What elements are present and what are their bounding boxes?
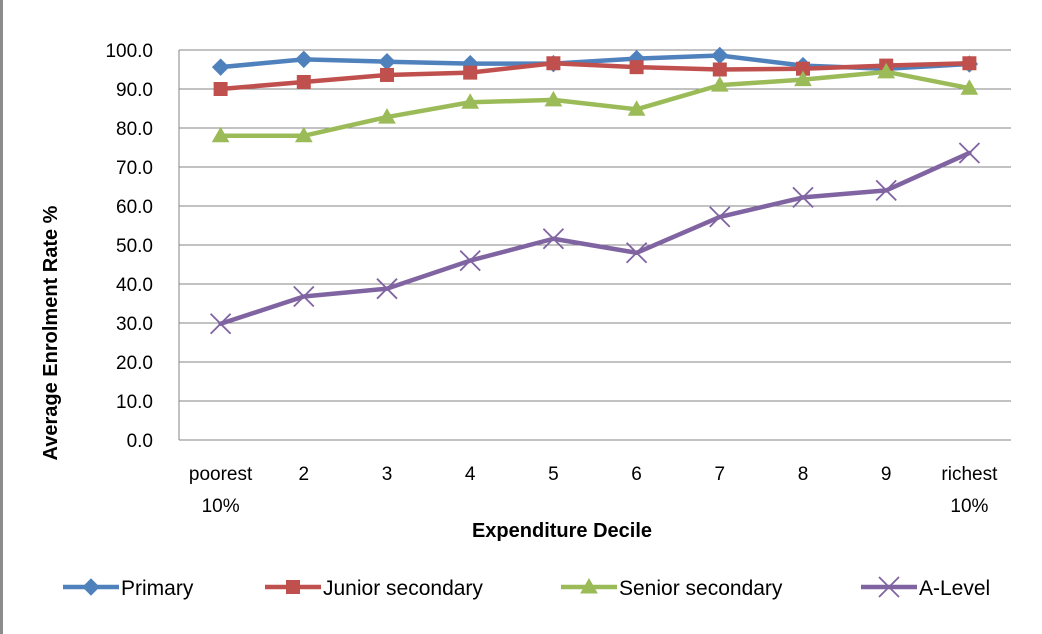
data-point — [546, 56, 561, 71]
data-point — [958, 142, 981, 164]
y-tick-label: 20.0 — [116, 353, 153, 374]
y-tick-label: 100.0 — [105, 41, 153, 62]
y-tick-label: 10.0 — [116, 392, 153, 413]
y-axis-title: Average Enrolment Rate % — [40, 205, 62, 460]
x-tick-label: 2 — [299, 464, 310, 485]
x-tick-label: 4 — [465, 464, 476, 485]
x-tick-label: 10% — [950, 496, 988, 517]
x-tick-label: 8 — [798, 464, 809, 485]
series-line — [218, 69, 972, 139]
data-point — [378, 52, 396, 71]
data-point — [461, 93, 480, 109]
series-line — [218, 150, 972, 327]
x-tick-label: poorest — [189, 464, 253, 485]
data-point — [378, 108, 396, 124]
legend-label: Primary — [121, 577, 194, 600]
data-point — [380, 67, 394, 82]
y-tick-label: 40.0 — [116, 275, 153, 296]
data-point — [962, 56, 977, 71]
x-tick-label: richest — [941, 464, 998, 485]
data-point — [459, 249, 481, 272]
legend-item: Junior secondary — [265, 577, 483, 600]
y-tick-label: 30.0 — [116, 314, 153, 335]
data-point — [294, 126, 313, 143]
data-point — [792, 186, 814, 209]
series-junior-secondary — [213, 56, 977, 96]
legend-label: A-Level — [919, 577, 990, 600]
data-point — [295, 50, 313, 69]
data-point — [627, 100, 646, 116]
data-point — [211, 58, 230, 76]
y-tick-label: 50.0 — [116, 236, 153, 257]
data-point — [82, 578, 100, 596]
line-chart: 0.0 10.0 20.0 30.0 40.0 50.0 60.0 70.0 80.0 90.0 1… — [40, 41, 1011, 600]
legend-item: Senior secondary — [561, 577, 783, 600]
series-group — [209, 46, 981, 335]
y-tick-label: 80.0 — [116, 119, 153, 140]
x-tick-label: 10% — [202, 496, 240, 517]
data-point — [209, 313, 232, 335]
data-point — [296, 74, 311, 89]
legend-item: A-Level — [861, 576, 990, 600]
x-tick-label: 5 — [548, 464, 559, 485]
series-line — [218, 61, 972, 92]
data-point — [286, 580, 300, 594]
legend: Primary Junior secondary Senior secondary A… — [63, 576, 990, 600]
data-point — [960, 79, 979, 95]
x-tick-label: 7 — [715, 464, 726, 485]
x-axis-ticks: poorest 10% 2 3 4 5 6 7 8 9 richest 10% — [189, 464, 998, 517]
data-point — [878, 576, 900, 598]
y-tick-label: 60.0 — [116, 197, 153, 218]
data-point — [580, 577, 598, 594]
x-axis-title: Expenditure Decile — [472, 520, 652, 542]
data-point — [629, 60, 644, 75]
data-point — [376, 278, 398, 300]
x-tick-label: 9 — [881, 464, 892, 485]
data-point — [875, 179, 897, 202]
data-point — [211, 126, 230, 143]
y-tick-label: 0.0 — [127, 431, 153, 452]
x-tick-label: 6 — [631, 464, 642, 485]
data-point — [625, 242, 648, 264]
legend-label: Senior secondary — [619, 577, 783, 600]
legend-item: Primary — [63, 577, 194, 600]
data-point — [463, 65, 478, 80]
data-point — [709, 206, 731, 228]
legend-label: Junior secondary — [323, 577, 483, 600]
data-point — [877, 62, 896, 79]
series-a-level — [209, 142, 981, 335]
x-tick-label: 3 — [382, 464, 393, 485]
y-tick-label: 70.0 — [116, 158, 153, 179]
series-senior-secondary — [211, 62, 979, 143]
y-axis-ticks: 0.0 10.0 20.0 30.0 40.0 50.0 60.0 70.0 80.0 90.0 1… — [105, 41, 153, 452]
data-point — [794, 70, 812, 87]
data-point — [544, 90, 563, 107]
data-point — [542, 228, 565, 250]
data-point — [293, 285, 315, 308]
y-tick-label: 90.0 — [116, 80, 153, 101]
data-point — [712, 62, 727, 77]
data-point — [213, 82, 228, 96]
data-point — [710, 76, 729, 92]
